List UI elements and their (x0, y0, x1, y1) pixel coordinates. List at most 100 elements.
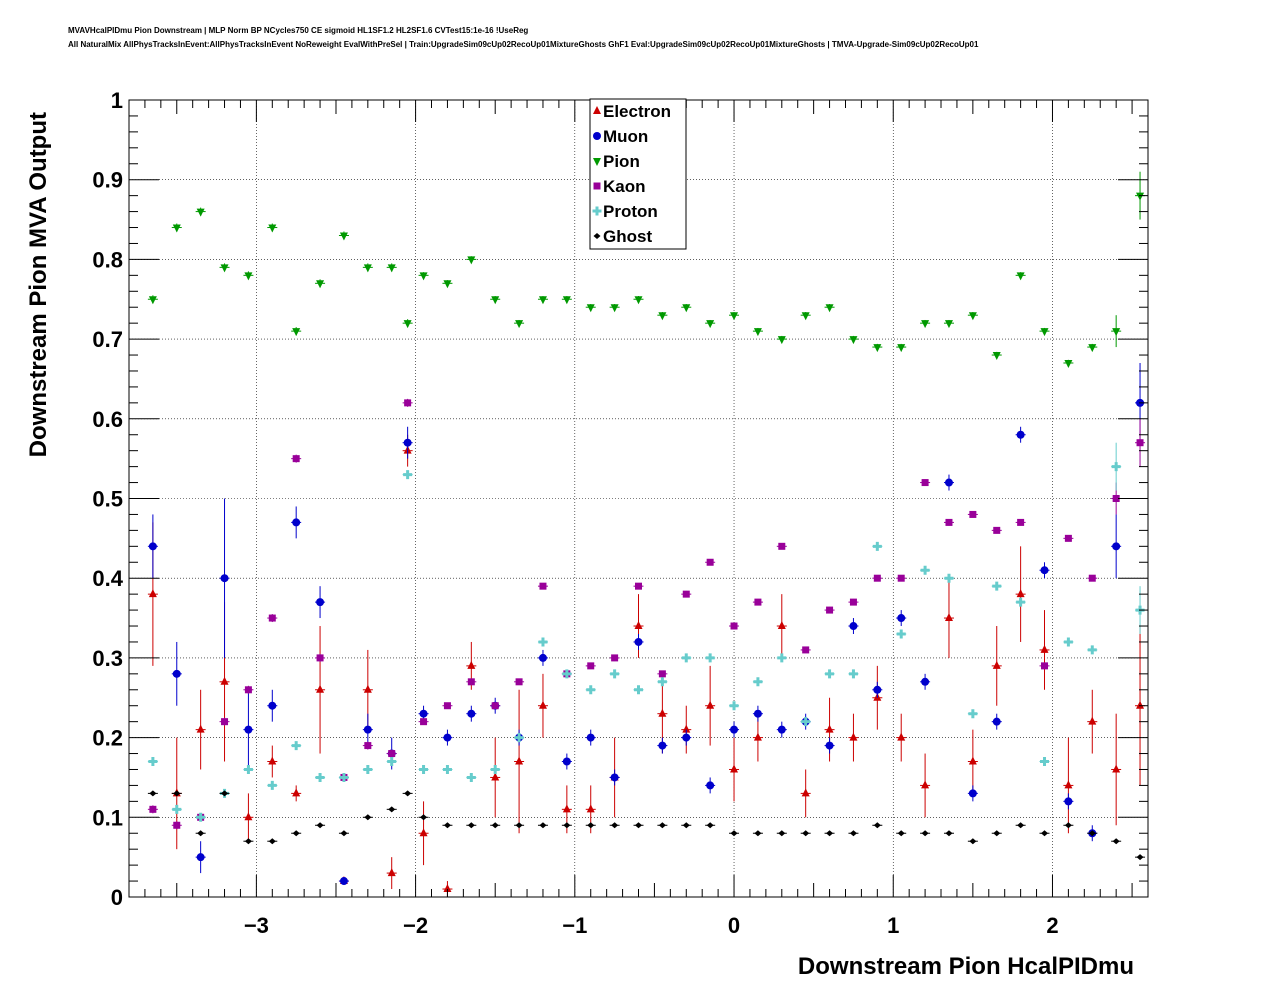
data-point (849, 622, 858, 631)
data-point (873, 344, 882, 353)
data-point (611, 822, 619, 829)
y-tick-label: 0.7 (92, 327, 123, 352)
data-point (921, 830, 929, 837)
data-point (968, 756, 977, 765)
data-point (778, 830, 786, 837)
legend-marker (593, 233, 601, 239)
data-point (969, 838, 977, 845)
data-point (944, 613, 953, 622)
x-tick-label: 1 (887, 913, 899, 938)
data-point (944, 320, 953, 329)
data-point (825, 724, 834, 733)
data-point (754, 830, 762, 837)
data-point (387, 757, 397, 767)
data-point (729, 701, 739, 711)
data-point (658, 822, 666, 829)
data-point (1017, 518, 1025, 526)
data-point (706, 822, 714, 829)
data-point (802, 646, 810, 654)
data-point (849, 732, 858, 741)
data-point (316, 598, 325, 607)
chart-title-line-1: MVAVHcalPIDmu Pion Downstream | MLP Norm… (68, 26, 529, 35)
data-point (315, 772, 325, 782)
y-tick-label: 0.5 (92, 487, 123, 512)
data-point (802, 830, 810, 837)
data-series (147, 171, 1146, 897)
legend-marker (593, 132, 601, 140)
y-tick-label: 1 (111, 88, 123, 113)
data-point (268, 838, 276, 845)
data-point (388, 750, 396, 758)
series-proton (147, 442, 1146, 822)
y-tick-label: 0.8 (92, 247, 123, 272)
data-point (586, 733, 595, 742)
data-point (610, 669, 620, 679)
data-point (1112, 328, 1121, 337)
data-point (1064, 360, 1073, 369)
data-point (173, 790, 181, 797)
data-point (244, 272, 253, 281)
x-tick-label: −2 (403, 913, 428, 938)
data-point (801, 788, 810, 797)
series-kaon (147, 398, 1146, 830)
data-point (825, 741, 834, 750)
data-point (539, 822, 547, 829)
data-point (706, 320, 715, 329)
legend-label: Proton (603, 202, 658, 221)
data-point (363, 764, 373, 774)
data-point (491, 822, 499, 829)
data-point (420, 814, 428, 821)
data-point (801, 717, 811, 727)
data-point (944, 478, 953, 487)
data-point (920, 565, 930, 575)
data-point (292, 830, 300, 837)
y-tick-label: 0.3 (92, 646, 123, 671)
data-point (753, 328, 762, 337)
data-point (419, 828, 428, 837)
data-point (364, 814, 372, 821)
data-point (753, 732, 762, 741)
data-point (1040, 566, 1049, 575)
data-point (682, 304, 691, 313)
data-point (196, 724, 205, 733)
data-point (1112, 838, 1120, 845)
legend-label: Muon (603, 127, 648, 146)
data-point (562, 757, 571, 766)
data-point (587, 662, 595, 670)
data-point (515, 756, 524, 765)
data-point (825, 669, 835, 679)
data-point (944, 573, 954, 583)
data-point (993, 830, 1001, 837)
data-point (682, 590, 690, 598)
y-tick-label: 0.2 (92, 726, 123, 751)
data-point (897, 614, 906, 623)
data-point (419, 272, 428, 281)
legend-marker (593, 106, 601, 114)
data-point (221, 790, 229, 797)
data-point (873, 685, 882, 694)
y-tick-label: 0.9 (92, 168, 123, 193)
data-point (1063, 637, 1073, 647)
data-point (467, 678, 475, 686)
data-point (1111, 462, 1121, 472)
data-point (197, 830, 205, 837)
data-point (1017, 822, 1025, 829)
series-muon (147, 363, 1146, 886)
data-point (658, 741, 667, 750)
data-point (443, 702, 451, 710)
data-point (1087, 645, 1097, 655)
data-point (244, 838, 252, 845)
data-point (635, 822, 642, 829)
data-point (562, 669, 572, 679)
data-point (387, 868, 396, 877)
data-point (849, 830, 857, 837)
data-point (730, 830, 738, 837)
data-point (1016, 430, 1025, 439)
data-point (945, 518, 953, 526)
data-point (148, 757, 158, 767)
data-point (443, 884, 452, 893)
data-point (1112, 764, 1121, 773)
data-point (753, 709, 762, 718)
data-point (148, 589, 157, 598)
data-point (825, 304, 834, 313)
